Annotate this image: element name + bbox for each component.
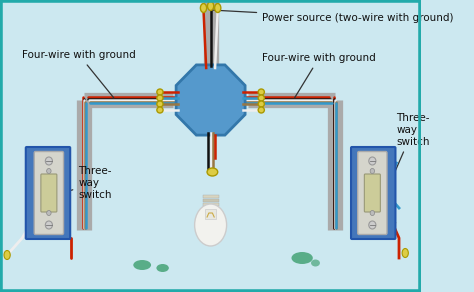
Text: Four-wire with ground: Four-wire with ground: [262, 53, 376, 98]
Ellipse shape: [311, 260, 320, 267]
Ellipse shape: [258, 107, 264, 113]
FancyBboxPatch shape: [351, 147, 395, 239]
Ellipse shape: [208, 1, 214, 11]
Circle shape: [46, 157, 53, 165]
Ellipse shape: [195, 204, 227, 246]
Ellipse shape: [157, 107, 163, 113]
Ellipse shape: [201, 4, 207, 13]
Ellipse shape: [156, 264, 169, 272]
FancyBboxPatch shape: [41, 174, 57, 212]
Text: Power source (two-wire with ground): Power source (two-wire with ground): [213, 10, 454, 23]
Ellipse shape: [292, 252, 313, 264]
Ellipse shape: [215, 4, 221, 13]
Ellipse shape: [133, 260, 151, 270]
Bar: [202, 207, 219, 210]
Bar: [202, 195, 219, 198]
Polygon shape: [176, 65, 245, 135]
Circle shape: [369, 157, 376, 165]
Ellipse shape: [157, 95, 163, 101]
Ellipse shape: [258, 101, 264, 107]
Ellipse shape: [258, 95, 264, 101]
Ellipse shape: [157, 101, 163, 107]
Ellipse shape: [402, 248, 408, 258]
Circle shape: [46, 168, 51, 173]
Bar: [202, 203, 219, 206]
Ellipse shape: [4, 251, 10, 260]
Ellipse shape: [258, 89, 264, 95]
Circle shape: [46, 221, 53, 229]
Circle shape: [369, 221, 376, 229]
Bar: [205, 209, 216, 219]
Text: Three-
way
switch: Three- way switch: [65, 166, 112, 200]
FancyBboxPatch shape: [365, 174, 380, 212]
Circle shape: [370, 168, 374, 173]
Ellipse shape: [157, 89, 163, 95]
Ellipse shape: [207, 168, 218, 176]
Circle shape: [370, 211, 374, 215]
FancyBboxPatch shape: [34, 152, 64, 234]
Bar: [202, 199, 219, 202]
Text: Three-
way
switch: Three- way switch: [387, 113, 430, 190]
FancyBboxPatch shape: [358, 152, 387, 234]
Circle shape: [46, 211, 51, 215]
Text: Four-wire with ground: Four-wire with ground: [22, 50, 136, 98]
FancyBboxPatch shape: [26, 147, 70, 239]
